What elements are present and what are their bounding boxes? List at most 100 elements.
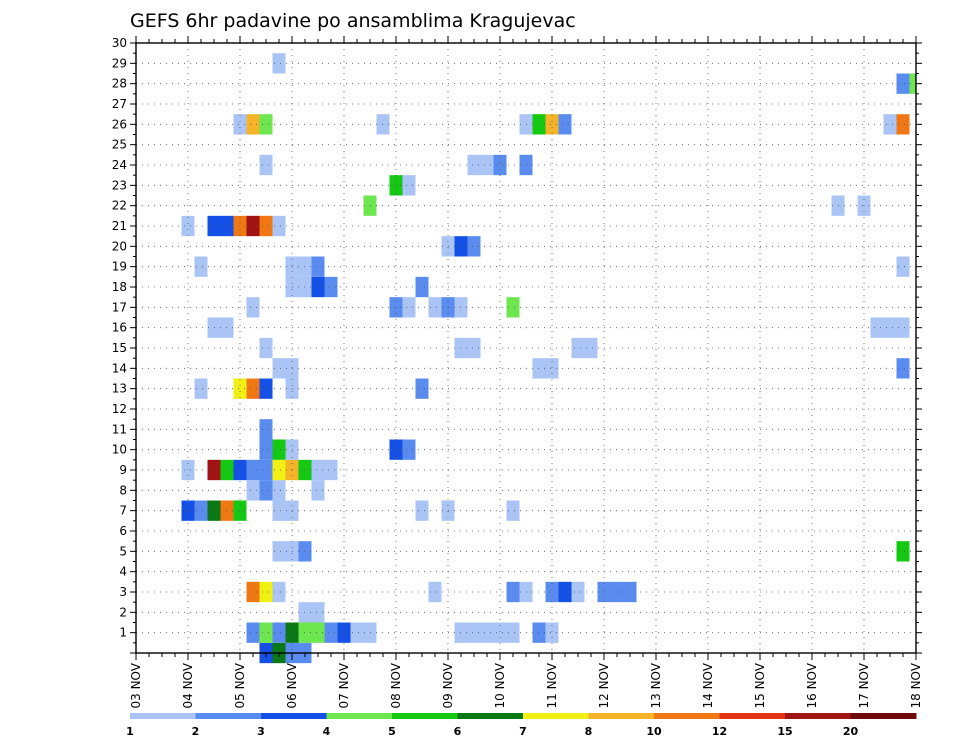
y-tick-label: 1 [119,626,127,640]
y-tick-label: 11 [112,422,127,436]
legend-label: 2 [192,725,200,738]
x-tick-label: 09 NOV [441,662,455,708]
heatmap-cell [909,73,916,94]
heatmap-cell [181,215,195,237]
heatmap-cell [259,419,273,440]
y-tick-label: 8 [119,483,127,497]
y-tick-label: 13 [112,382,127,396]
legend-label: 8 [585,725,593,738]
y-tick-label: 6 [119,524,127,538]
heatmap-cell [272,358,286,379]
x-tick-label: 06 NOV [285,662,299,708]
legend-label: 1 [126,725,134,738]
legend-label: 5 [388,725,396,738]
heatmap-cell [467,236,481,257]
heatmap-cell [181,500,195,521]
y-tick-label: 19 [112,260,127,274]
heatmap-cell [415,276,429,298]
y-tick-label: 2 [119,605,127,619]
y-tick-label: 4 [119,565,127,579]
y-tick-label: 9 [119,463,127,477]
legend-swatch [195,713,262,719]
y-tick-label: 24 [112,158,127,172]
x-tick-label: 11 NOV [545,662,559,708]
heatmap-cell [246,459,260,481]
x-tick-label: 04 NOV [181,662,195,708]
heatmap-cell [259,459,273,481]
heatmap-cell [467,154,481,176]
x-tick-label: 03 NOV [129,662,143,708]
x-tick-label: 10 NOV [493,662,507,708]
heatmap-cell [272,622,286,643]
heatmap-cell [545,114,559,135]
heatmap-cell [324,459,338,481]
legend: 1 2 3 4 5 6 7 8 10 12 15 20 [126,713,917,738]
heatmap-cell [883,114,897,135]
heatmap-cell [194,378,208,399]
heatmap-cell [896,73,910,94]
heatmap-cell [246,378,260,399]
heatmap-cell [480,622,494,643]
legend-swatch [588,713,655,719]
heatmap-cell [623,581,637,603]
legend-label: 12 [712,725,727,738]
heatmap-cell [493,622,507,643]
heatmap-cell [272,480,286,501]
heatmap-cell [233,500,247,521]
heatmap-cell [389,175,403,196]
heatmap-cell [246,480,260,501]
heatmap-cell [896,317,910,338]
heatmap-cell [402,297,416,318]
heatmap-cell [311,276,325,298]
heatmap-cell [272,581,286,603]
x-tick-label: 17 NOV [857,662,871,708]
legend-label: 6 [454,725,462,738]
legend-swatch [719,713,786,719]
x-tick-label: 08 NOV [389,662,403,708]
x-tick-label: 16 NOV [805,662,819,708]
heatmap-cell [272,53,286,74]
heatmap-cell [402,175,416,196]
heatmap-cell [246,581,260,603]
heatmap-cell [246,297,260,318]
heatmap-cell [558,581,572,603]
y-tick-label: 21 [112,219,127,233]
y-tick-label: 20 [112,239,127,253]
heatmap-cell [233,215,247,237]
heatmap-cell [246,114,260,135]
heatmap-cell [571,581,585,603]
heatmap-cell [402,439,416,460]
heatmap-cell [246,622,260,643]
y-tick-label: 22 [112,199,127,213]
heatmap-cell [506,500,520,521]
heatmap-cell [272,541,286,562]
legend-swatch [523,713,589,719]
y-tick-label: 29 [112,56,127,70]
heatmap-cell [506,581,520,603]
heatmap-cell [506,622,520,643]
heatmap-cell [311,256,325,277]
legend-label: 15 [777,725,792,738]
heatmap-cell [259,581,273,603]
x-tick-label: 07 NOV [337,662,351,708]
y-tick-label: 7 [119,504,127,518]
heatmap-cell [259,337,273,359]
legend-label: 7 [519,725,527,738]
heatmap-cell [272,500,286,521]
heatmap-cell [467,337,481,359]
chart-title: GEFS 6hr padavine po ansamblima Kragujev… [130,10,576,32]
heatmap-cell [389,439,403,460]
y-tick-label: 30 [112,36,127,50]
heatmap-cell [545,581,559,603]
y-tick-label: 12 [112,402,127,416]
legend-swatch [392,713,458,719]
heatmap-cell [480,154,494,176]
heatmap-cell [467,622,481,643]
heatmap-cell [324,276,338,298]
heatmap-cell [350,622,364,643]
heatmap-cell [259,378,273,399]
x-tick-label: 12 NOV [597,662,611,708]
heatmap-cell [415,500,429,521]
heatmap-cell [337,622,351,643]
heatmap-cell [324,622,338,643]
